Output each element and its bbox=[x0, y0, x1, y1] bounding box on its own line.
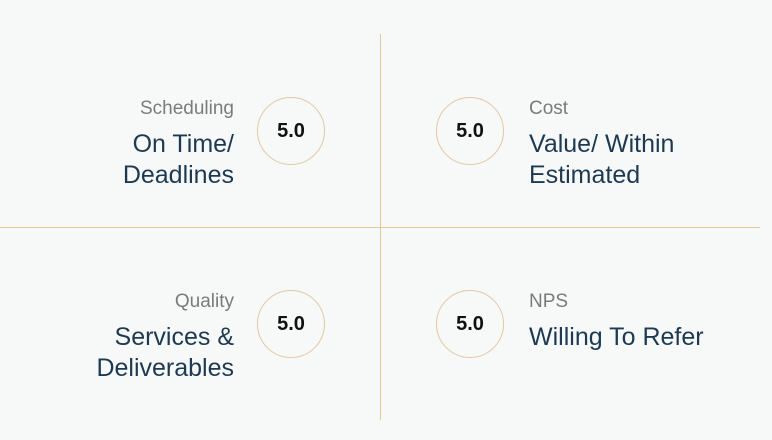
metric-category: Cost bbox=[529, 98, 569, 119]
metric-title: Willing To Refer bbox=[529, 323, 704, 351]
metric-nps: NPS Willing To Refer bbox=[529, 290, 704, 353]
metric-title: Value/ Within Estimated bbox=[529, 130, 675, 189]
score-badge-nps: 5.0 bbox=[436, 290, 504, 358]
score-badge-quality: 5.0 bbox=[257, 290, 325, 358]
metric-title: On Time/ Deadlines bbox=[122, 130, 234, 189]
metric-quality: Quality Services & Deliverables bbox=[96, 290, 234, 384]
metric-title: Services & Deliverables bbox=[96, 323, 234, 382]
metric-cost: Cost Value/ Within Estimated bbox=[529, 97, 674, 191]
metric-category: NPS bbox=[529, 291, 569, 312]
score-badge-scheduling: 5.0 bbox=[257, 97, 325, 165]
vertical-divider bbox=[380, 34, 381, 420]
score-badge-cost: 5.0 bbox=[436, 97, 504, 165]
metric-category: Scheduling bbox=[139, 98, 234, 119]
metric-scheduling: Scheduling On Time/ Deadlines bbox=[123, 97, 234, 191]
metric-category: Quality bbox=[174, 291, 234, 312]
